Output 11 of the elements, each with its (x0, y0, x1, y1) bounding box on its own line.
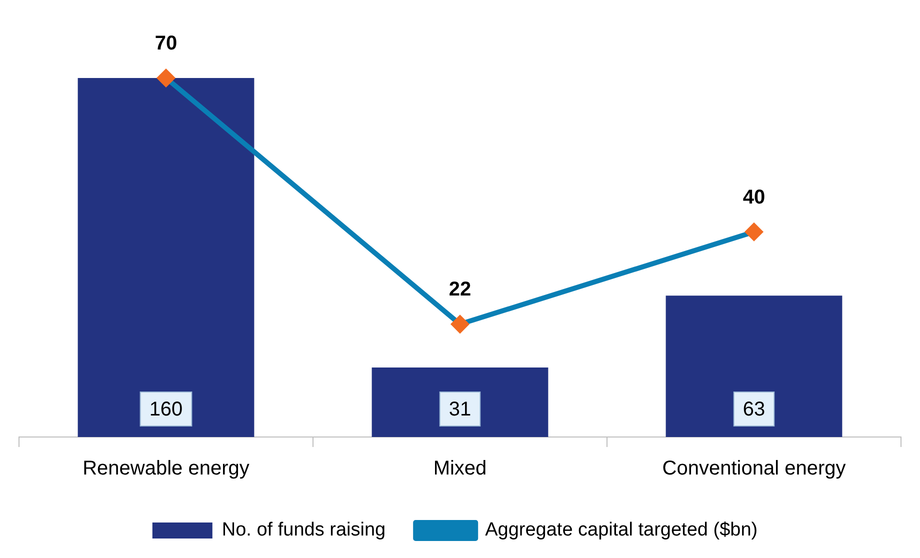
legend-label: No. of funds raising (222, 520, 386, 541)
data-label: 22 (448, 278, 472, 301)
data-label: 31 (448, 398, 472, 421)
data-label: 63 (742, 398, 766, 421)
data-label: 70 (154, 32, 178, 55)
x-tick-label: Renewable energy (82, 458, 250, 480)
x-tick-label: Conventional energy (662, 458, 846, 480)
legend-label: Aggregate capital targeted ($bn) (485, 520, 758, 541)
data-label: 40 (742, 186, 766, 208)
x-tick-label: Mixed (433, 458, 487, 480)
data-label: 160 (149, 398, 183, 421)
